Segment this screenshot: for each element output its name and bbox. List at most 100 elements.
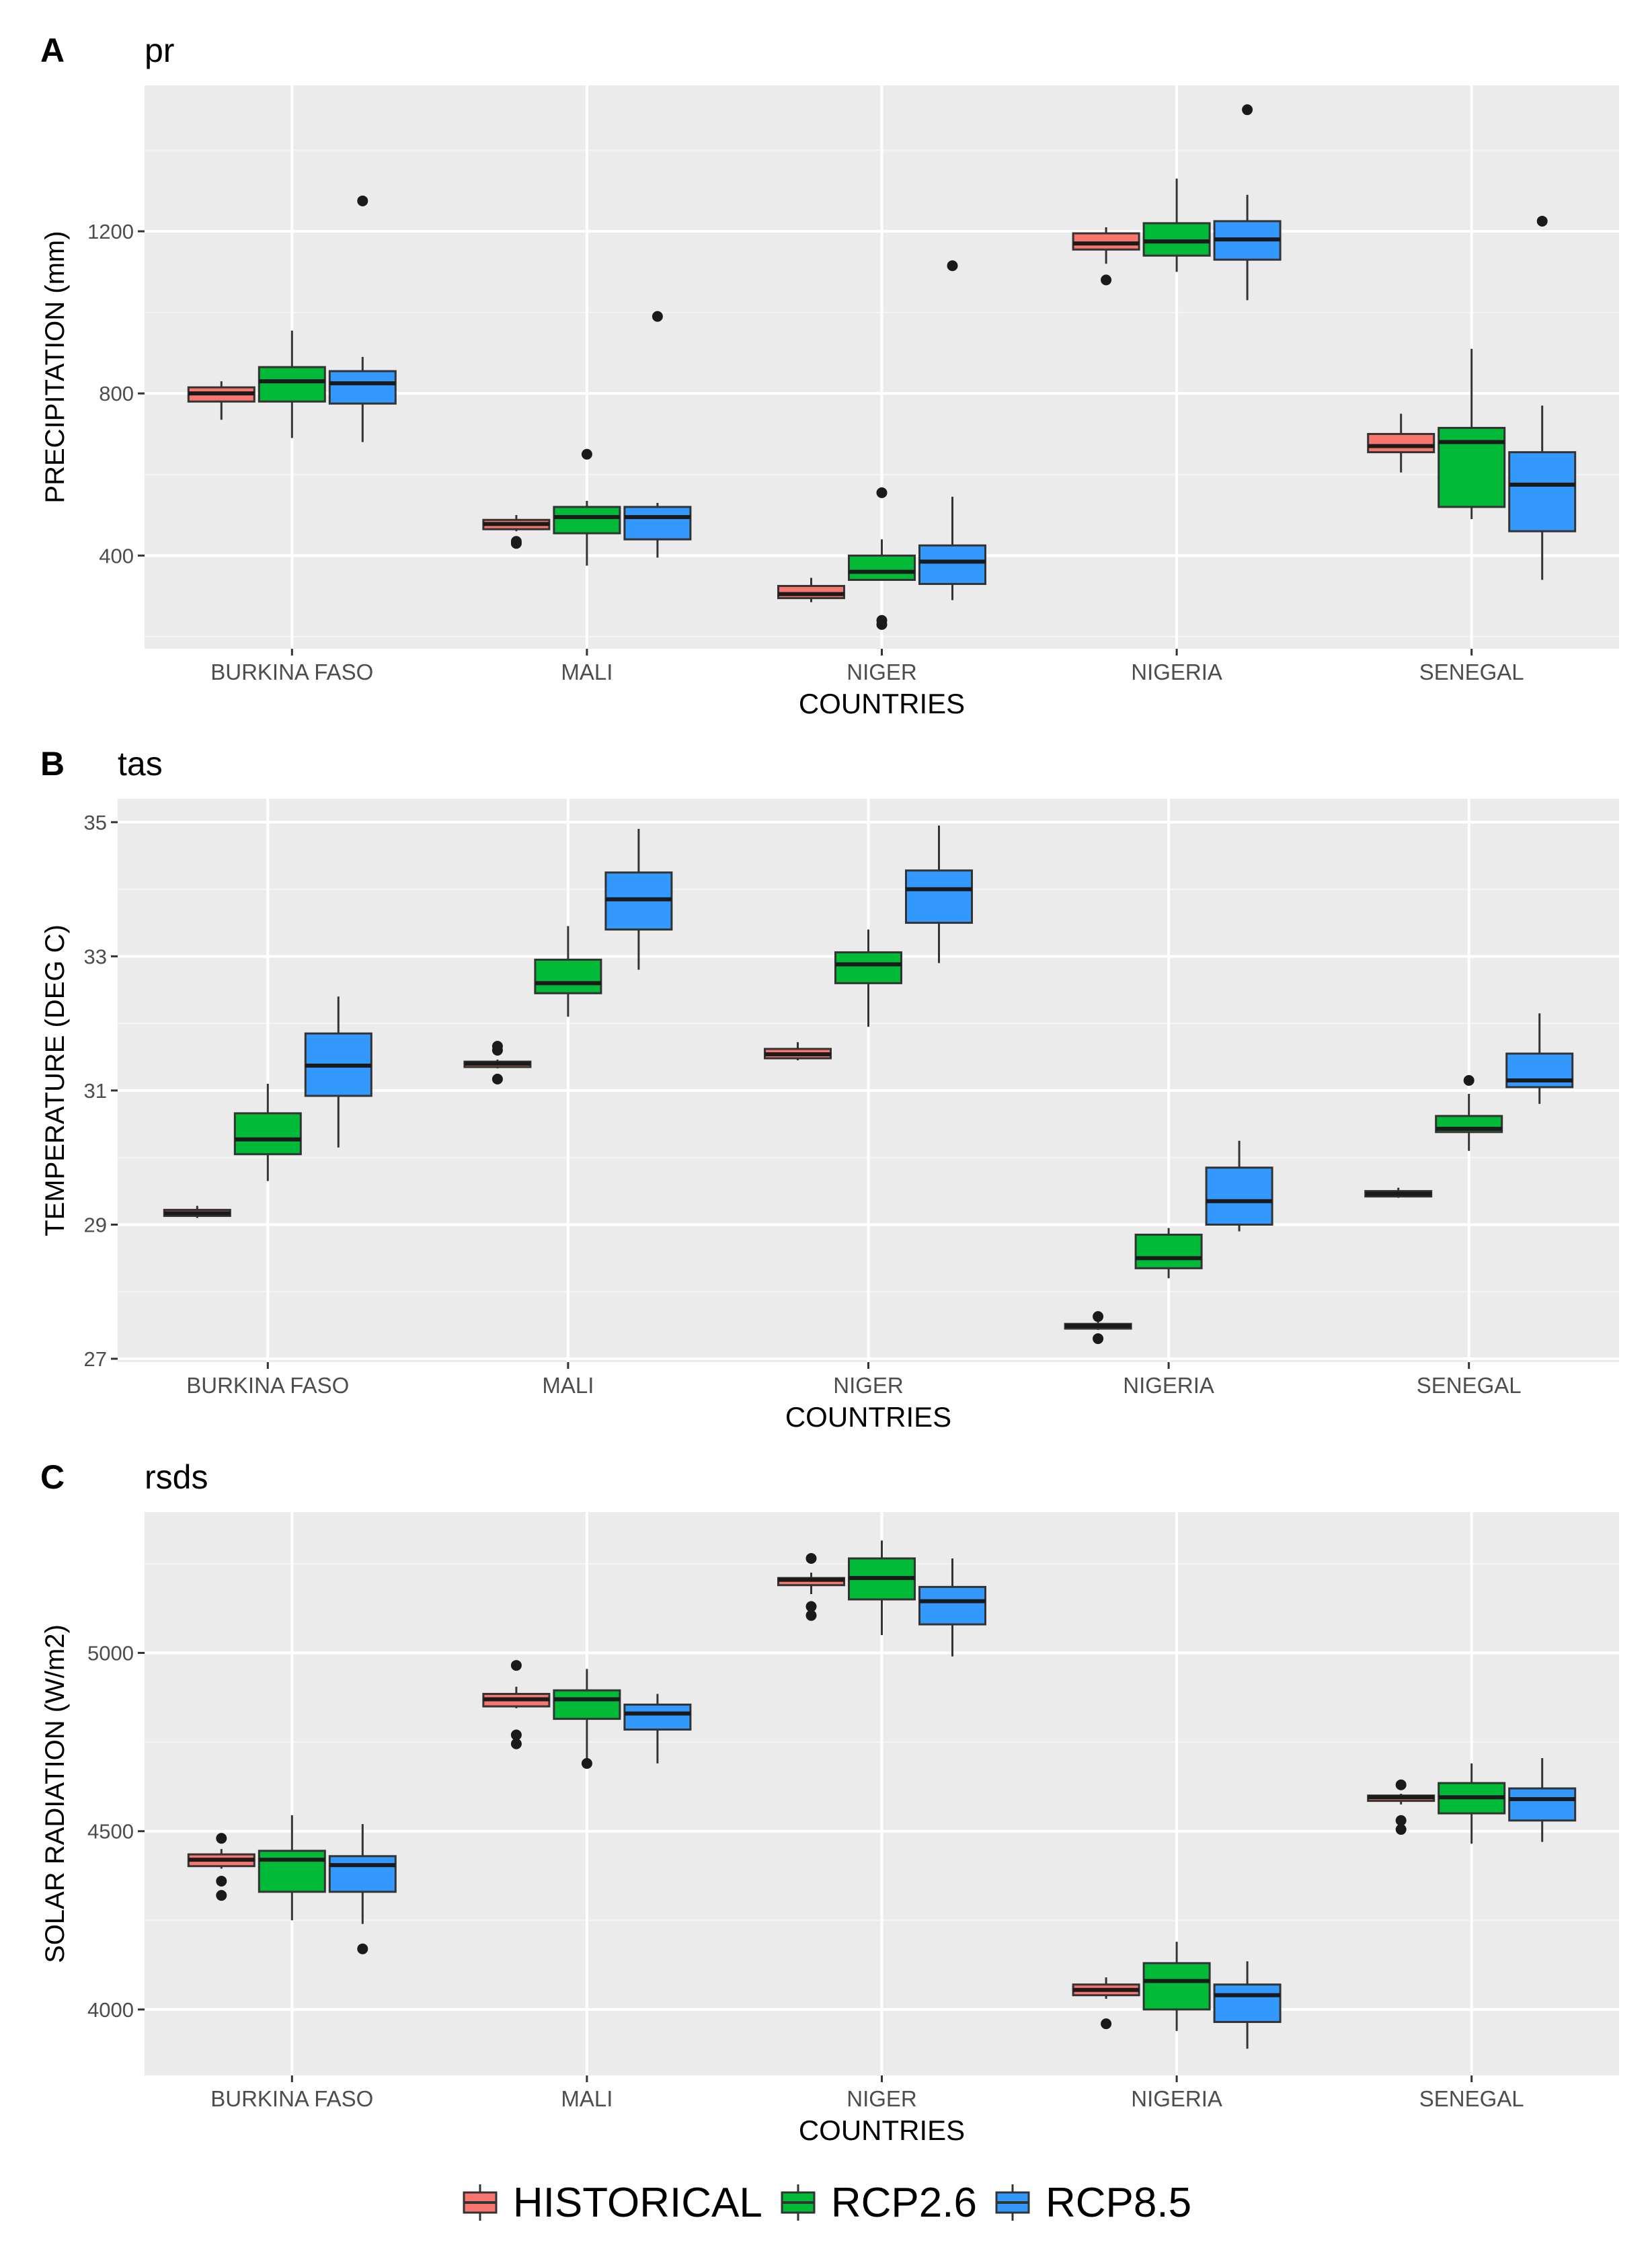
x-tick-label: NIGERIA <box>1123 1373 1214 1398</box>
box <box>328 1855 397 1893</box>
y-axis-label: PRECIPITATION (mm) <box>40 231 70 503</box>
panel-c: 4000 4500 5000 BURKINA FASO MALI NIGER NIGERIA… <box>40 1458 1619 2146</box>
x-tick-label: NIGER <box>847 660 917 684</box>
outlier-point <box>216 1875 227 1887</box>
x-tick-label: NIGER <box>833 1373 904 1398</box>
outlier-point <box>1093 1333 1104 1345</box>
x-tick-label: NIGER <box>847 2086 917 2111</box>
outlier-point <box>1101 274 1112 286</box>
box <box>1508 1787 1577 1822</box>
outlier-point <box>510 1660 522 1671</box>
y-tick-label: 29 <box>84 1213 107 1236</box>
legend-item-historical: HISTORICAL <box>461 2179 762 2227</box>
legend-key-historical <box>461 2183 500 2222</box>
box <box>918 1585 986 1626</box>
x-axis-label: COUNTRIES <box>785 1401 951 1433</box>
x-tick-label: BURKINA FASO <box>186 1373 349 1398</box>
outlier-point <box>1463 1075 1474 1086</box>
outlier-point <box>581 1757 592 1769</box>
box <box>623 1703 692 1731</box>
outlier-point <box>1395 1815 1407 1826</box>
outlier-point <box>1395 1824 1407 1835</box>
x-tick-label: SENEGAL <box>1417 1373 1522 1398</box>
outlier-point <box>357 1943 368 1954</box>
x-tick-label: SENEGAL <box>1419 2086 1524 2111</box>
y-tick-label: 5000 <box>87 1642 134 1665</box>
legend-label-rcp85: RCP8.5 <box>1045 2179 1192 2226</box>
legend-item-rcp85: RCP8.5 <box>993 2179 1191 2227</box>
outlier-point <box>357 195 368 206</box>
box <box>534 958 602 994</box>
y-axis-label: SOLAR RADIATION (W/m2) <box>40 1624 70 1963</box>
panel-letter: B <box>40 745 65 783</box>
box <box>1438 426 1506 508</box>
y-axis-label: TEMPERATURE (DEG C) <box>40 924 70 1236</box>
panel-title: tas <box>118 745 163 783</box>
panel-a: 400 800 1200 BURKINA FASO MALI NIGER NIGERIA SE… <box>40 32 1619 719</box>
outlier-point <box>947 260 958 272</box>
box <box>623 506 692 541</box>
legend: HISTORICAL RCP2.6 RCP8.5 <box>0 2170 1652 2235</box>
x-axis-label: COUNTRIES <box>799 688 965 719</box>
y-tick-label: 4500 <box>87 1820 134 1844</box>
outlier-point <box>510 1729 522 1741</box>
box <box>258 1850 326 1893</box>
box <box>834 951 902 984</box>
outlier-point <box>1101 2018 1112 2030</box>
x-tick-label: BURKINA FASO <box>210 660 373 684</box>
outlier-point <box>491 1041 503 1052</box>
x-tick-label: NIGERIA <box>1131 660 1222 684</box>
outlier-point <box>1242 104 1253 116</box>
box <box>1142 222 1211 257</box>
x-tick-label: NIGERIA <box>1131 2086 1222 2111</box>
outlier-point <box>805 1552 817 1564</box>
outlier-point <box>876 487 888 498</box>
outlier-point <box>1093 1311 1104 1322</box>
box <box>1367 432 1435 454</box>
y-tick-label: 400 <box>99 544 134 567</box>
y-tick-label: 1200 <box>87 220 134 243</box>
box <box>1508 451 1577 532</box>
y-tick-label: 4000 <box>87 1998 134 2022</box>
panel-title: rsds <box>145 1458 208 1496</box>
panel-letter: A <box>40 32 65 69</box>
outlier-point <box>510 536 522 547</box>
outlier-point <box>1536 215 1548 227</box>
x-tick-label: MALI <box>542 1373 594 1398</box>
outlier-point <box>652 311 663 322</box>
box <box>258 366 326 403</box>
outlier-point <box>805 1601 817 1612</box>
box <box>328 370 397 405</box>
box <box>1072 232 1140 251</box>
box <box>848 554 916 582</box>
x-tick-label: SENEGAL <box>1419 660 1524 684</box>
outlier-point <box>1395 1779 1407 1790</box>
box <box>1142 1962 1211 2011</box>
box <box>233 1112 302 1156</box>
y-tick-label: 33 <box>84 945 107 968</box>
legend-label-historical: HISTORICAL <box>512 2179 762 2226</box>
legend-key-rcp26 <box>779 2183 818 2222</box>
box <box>777 585 845 600</box>
box <box>918 544 986 586</box>
outlier-point <box>510 1738 522 1749</box>
panel-b: 27 29 31 33 35 BURKINA FASO MALI NIGER NIGERIA SE… <box>40 745 1619 1433</box>
legend-item-rcp26: RCP2.6 <box>779 2179 977 2227</box>
box <box>905 869 973 924</box>
box <box>553 1689 621 1720</box>
outlier-point <box>581 448 592 460</box>
outlier-point <box>216 1890 227 1901</box>
y-tick-label: 27 <box>84 1347 107 1371</box>
x-tick-label: MALI <box>561 660 613 684</box>
figure: 400 800 1200 BURKINA FASO MALI NIGER NIGERIA SE… <box>40 32 1619 2146</box>
x-axis-label: COUNTRIES <box>799 2114 965 2146</box>
x-tick-label: BURKINA FASO <box>210 2086 373 2111</box>
legend-label-rcp26: RCP2.6 <box>830 2179 977 2226</box>
y-tick-label: 800 <box>99 382 134 405</box>
box <box>1213 1983 1282 2023</box>
outlier-point <box>216 1833 227 1844</box>
box <box>1205 1166 1273 1226</box>
x-tick-label: MALI <box>561 2086 613 2111</box>
y-tick-label: 35 <box>84 811 107 834</box>
box <box>1134 1233 1203 1269</box>
